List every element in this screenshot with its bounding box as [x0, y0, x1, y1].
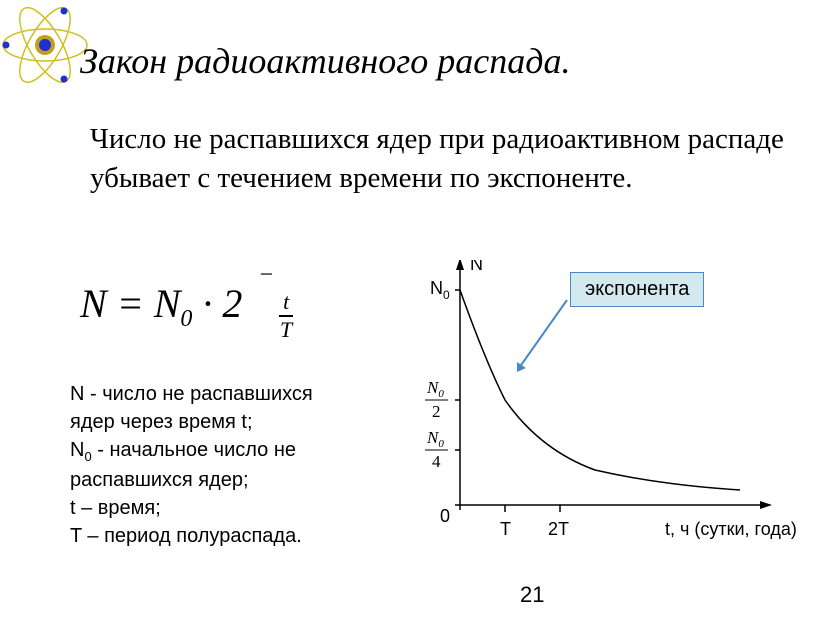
- svg-text:N0: N0: [426, 378, 444, 400]
- chart-f1den: 2: [432, 402, 441, 421]
- chart-tick2: 2T: [548, 519, 569, 539]
- formula-sub0: 0: [180, 306, 192, 332]
- chart-f2numsub: 0: [438, 438, 444, 450]
- page-number: 21: [520, 582, 544, 608]
- chart-y-label: N: [470, 260, 483, 274]
- atom-icon: [0, 0, 90, 90]
- formula-eq: =: [107, 281, 154, 326]
- formula-lhs: N: [80, 281, 107, 326]
- legend-l2b: - начальное число не: [92, 439, 296, 461]
- exponent-label-box: экспонента: [570, 272, 704, 307]
- legend-line-2: N0 - начальное число не: [70, 436, 400, 466]
- formula-N: N: [154, 281, 181, 326]
- chart-f2den: 4: [432, 452, 441, 471]
- legend-line-4: T – период полураспада.: [70, 522, 400, 550]
- chart-n0: N: [430, 278, 443, 298]
- legend-line-3: t – время;: [70, 494, 400, 522]
- subtitle: Число не распавшихся ядер при радиоактив…: [90, 120, 801, 198]
- chart-x-label: t, ч (сутки, года): [665, 519, 797, 539]
- legend-line-1b: ядер через время t;: [70, 408, 400, 436]
- svg-text:N0: N0: [426, 428, 444, 450]
- formula-dot: ·: [192, 281, 222, 326]
- formula-exp-num: t: [279, 289, 293, 317]
- legend-l2a: N: [70, 439, 84, 461]
- formula-base: 2: [222, 281, 242, 326]
- chart-origin: 0: [440, 506, 450, 526]
- decay-formula: N = N0 · 2 − t T: [80, 280, 242, 333]
- formula-exponent: − t T: [258, 262, 296, 343]
- chart-f1numsub: 0: [438, 388, 444, 400]
- legend-line-1a: N - число не распавшихся: [70, 380, 400, 408]
- legend: N - число не распавшихся ядер через врем…: [70, 380, 400, 550]
- decay-chart: N N0 N0 2 N0 4 0 T 2T t, ч (сутки, года): [400, 260, 810, 580]
- page-title: Закон радиоактивного распада.: [80, 40, 811, 82]
- legend-l2sub: 0: [84, 449, 91, 464]
- legend-line-2c: распавшихся ядер;: [70, 466, 400, 494]
- chart-n0sub: 0: [443, 288, 450, 302]
- chart-tick1: T: [500, 519, 511, 539]
- formula-exp-den: T: [276, 317, 296, 343]
- formula-minus: −: [258, 262, 274, 288]
- svg-text:N0: N0: [430, 278, 450, 302]
